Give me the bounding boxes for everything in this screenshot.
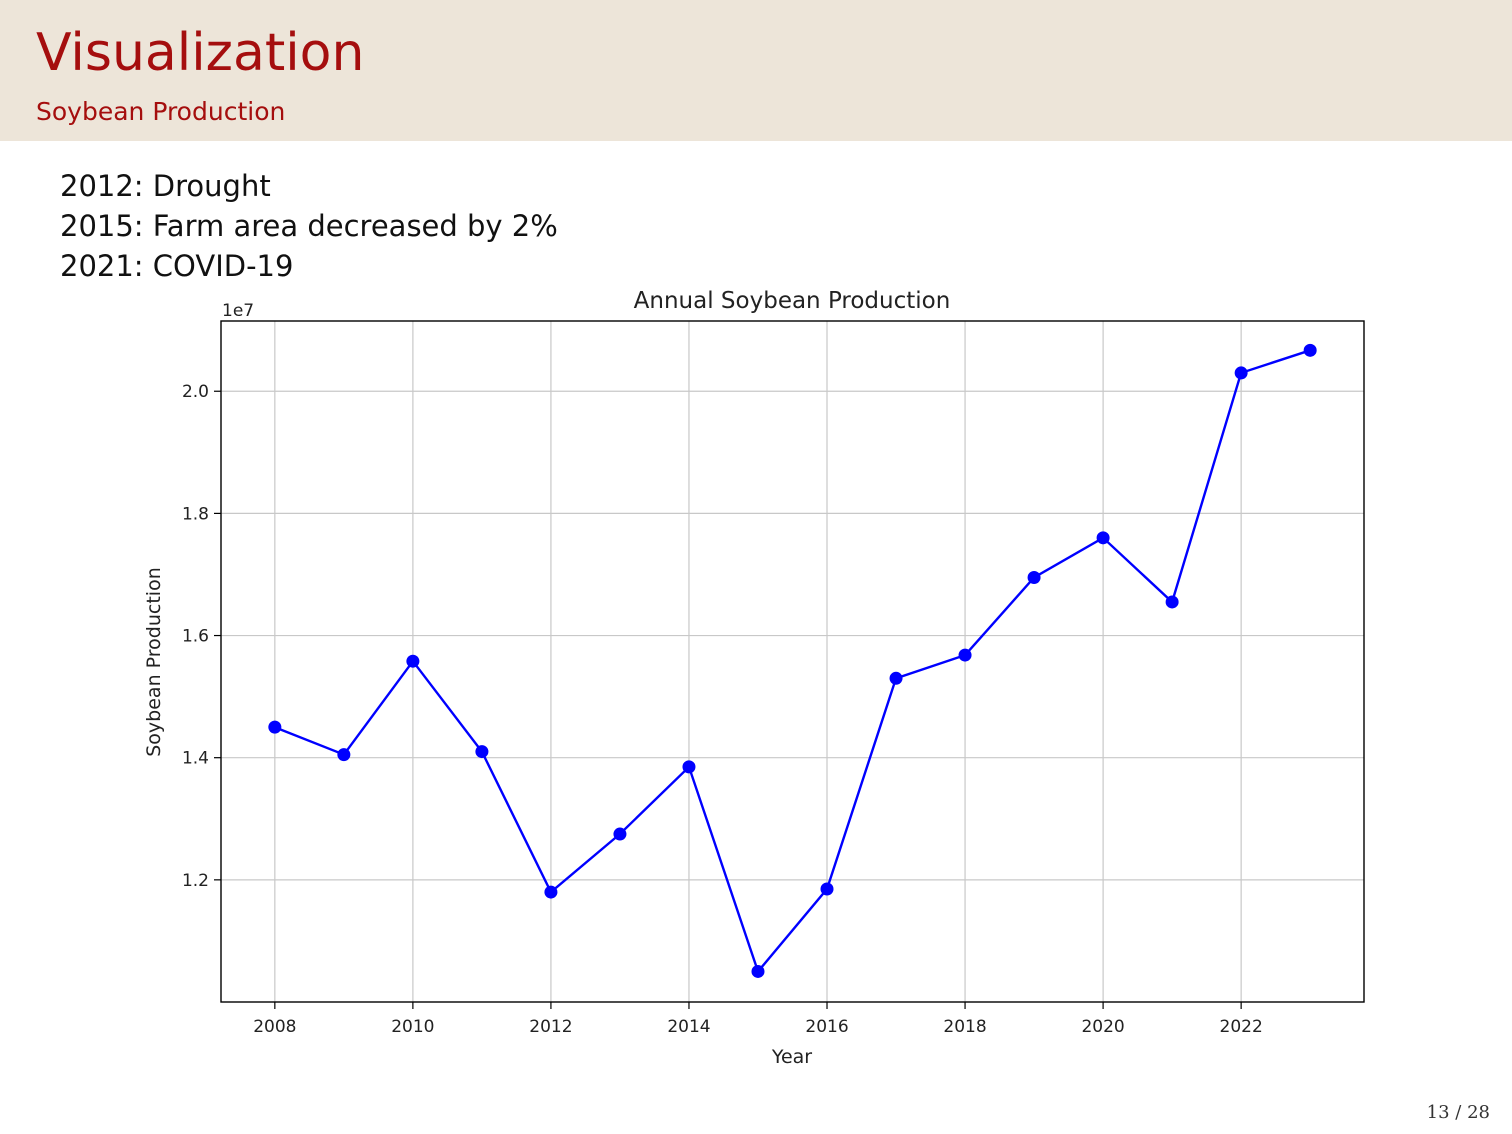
data-point-2013 [613, 827, 627, 841]
data-point-2009 [337, 748, 351, 762]
note-item: 2012: Drought [60, 169, 271, 203]
y-offset-label: 1e7 [222, 301, 254, 321]
y-tick-label: 2.0 [182, 382, 209, 402]
note-item: 2021: COVID-19 [60, 249, 294, 283]
x-tick-label: 2010 [391, 1017, 434, 1037]
series-line [274, 349, 1311, 974]
data-point-2010 [406, 654, 420, 668]
x-axis-label: Year [771, 1046, 812, 1068]
data-point-2022 [1234, 366, 1248, 380]
event-notes: 2012: Drought 2015: Farm area decreased … [60, 166, 558, 286]
data-point-2023 [1303, 343, 1317, 357]
plot-frame [220, 320, 1365, 1003]
x-tick-label: 2008 [253, 1017, 296, 1037]
data-point-2020 [1096, 531, 1110, 545]
soybean-line-chart: Annual Soybean Production 1e7 1.21.41.61… [143, 288, 1365, 1068]
data-point-2012 [544, 885, 558, 899]
page-number: 13 / 28 [1426, 1102, 1490, 1123]
data-point-2021 [1165, 595, 1179, 609]
x-tick-label: 2012 [529, 1017, 572, 1037]
x-tick-label: 2022 [1220, 1017, 1263, 1037]
x-tick-label: 2020 [1081, 1017, 1124, 1037]
data-point-2011 [475, 745, 489, 759]
data-point-2019 [1027, 571, 1041, 585]
x-tick-label: 2014 [667, 1017, 710, 1037]
y-tick-label: 1.6 [182, 627, 209, 647]
note-item: 2015: Farm area decreased by 2% [60, 209, 558, 243]
data-point-2016 [820, 882, 834, 896]
x-axis-ticks: 2008 2010 2012 2014 2016 2018 2020 2022 [253, 1002, 1263, 1037]
data-points [268, 343, 1317, 978]
y-axis-ticks: 1.2 1.4 1.6 1.8 2.0 [182, 382, 221, 891]
y-tick-label: 1.4 [182, 749, 209, 769]
y-tick-label: 1.2 [182, 871, 209, 891]
data-point-2008 [268, 720, 282, 734]
slide-subtitle: Soybean Production [36, 97, 286, 126]
slide-title: Visualization [36, 23, 365, 83]
data-point-2015 [751, 964, 765, 978]
chart-title: Annual Soybean Production [634, 288, 951, 314]
y-axis-label: Soybean Production [143, 567, 165, 757]
data-point-2014 [682, 760, 696, 774]
x-tick-label: 2016 [805, 1017, 848, 1037]
data-point-2018 [958, 648, 972, 662]
y-tick-label: 1.8 [182, 504, 209, 524]
data-point-2017 [889, 671, 903, 685]
slide-header: Visualization Soybean Production [0, 0, 1512, 141]
grid-lines [221, 321, 1364, 1002]
x-tick-label: 2018 [943, 1017, 986, 1037]
